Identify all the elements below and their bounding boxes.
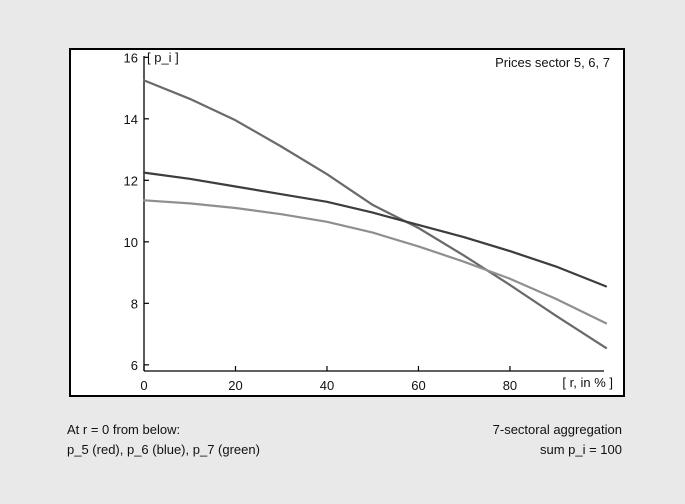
- y-tick-label: 12: [124, 173, 138, 188]
- x-tick-label: 20: [228, 378, 242, 393]
- caption-left-line-1: At r = 0 from below:: [67, 422, 181, 437]
- caption-right: 7-sectoral aggregation sum p_i = 100: [493, 420, 622, 460]
- x-axis-label: [ r, in % ]: [562, 375, 613, 390]
- y-tick-label: 10: [124, 235, 138, 250]
- series-line-1: [142, 79, 608, 349]
- series-line-2: [142, 171, 608, 288]
- chart-title: Prices sector 5, 6, 7: [495, 55, 610, 70]
- axis-ticks: 0 20 40 60 80 6 8 10 12 14 16: [124, 50, 518, 393]
- y-tick-label: 6: [131, 358, 138, 373]
- caption-right-line-2: sum p_i = 100: [539, 442, 622, 457]
- y-tick-label: 14: [124, 112, 138, 127]
- x-tick-label: 80: [503, 378, 517, 393]
- x-tick-label: 60: [411, 378, 425, 393]
- plot-area: [69, 48, 625, 397]
- y-axis-label: [ p_i ]: [147, 50, 179, 65]
- caption-right-line-1: 7-sectoral aggregation: [492, 422, 622, 437]
- series-line-3: [142, 199, 608, 325]
- y-tick-label: 16: [124, 50, 138, 65]
- caption-left: At r = 0 from below: p_5 (red), p_6 (blu…: [67, 420, 260, 460]
- x-tick-label: 40: [320, 378, 334, 393]
- caption-left-line-2: p_5 (red), p_6 (blue), p_7 (green): [67, 442, 260, 457]
- series-lines: [142, 79, 608, 349]
- x-tick-label: 0: [140, 378, 147, 393]
- y-tick-label: 8: [131, 296, 138, 311]
